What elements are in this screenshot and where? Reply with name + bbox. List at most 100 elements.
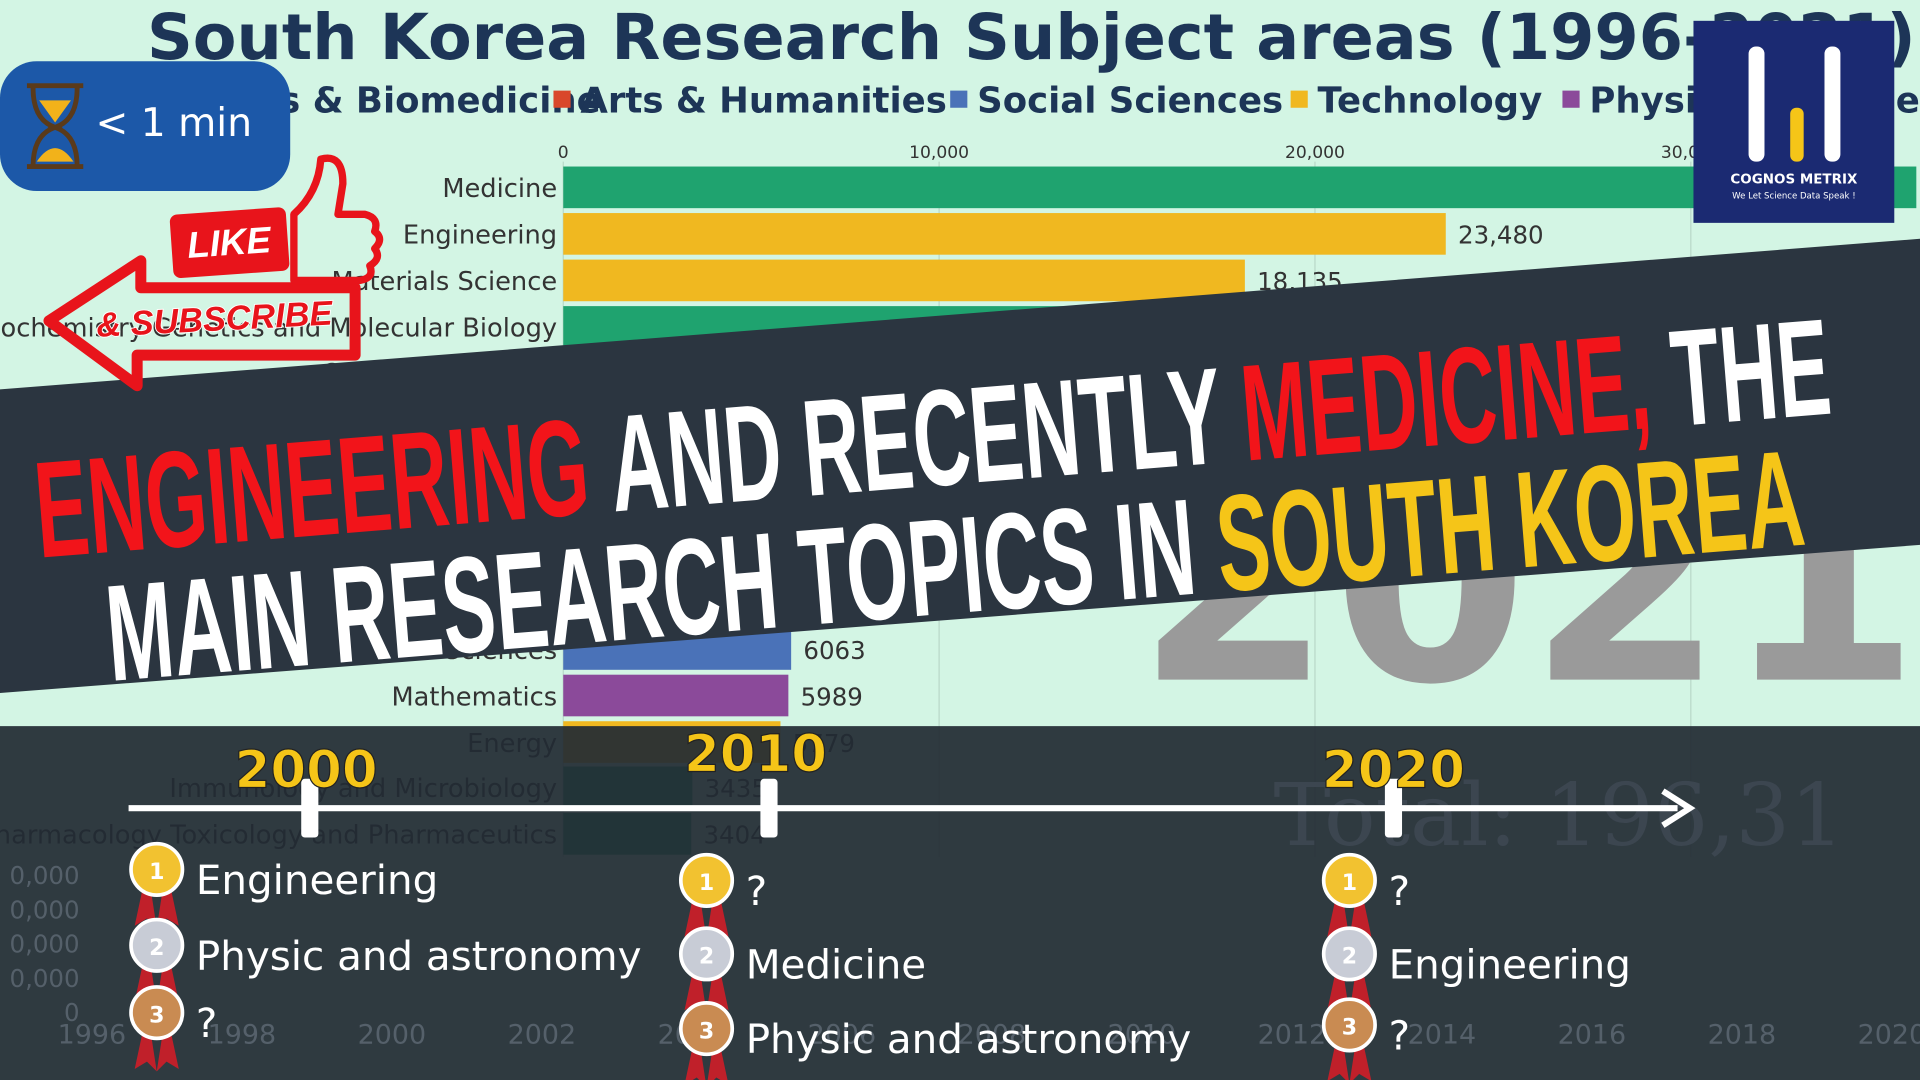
medal-rank: 2 <box>1342 945 1357 970</box>
like-box <box>169 207 290 278</box>
medal-ribbon <box>134 1034 179 1072</box>
timeline-year: 2010 <box>684 724 827 784</box>
logo-bar <box>1824 46 1841 162</box>
legend-label: Arts & Humanities <box>580 81 946 122</box>
legend-label: Technology <box>1318 81 1543 122</box>
rank-subject: ? <box>1389 867 1410 915</box>
rank-subject: ? <box>746 867 767 915</box>
x-tick-label: 2016 <box>1558 1019 1627 1050</box>
chart-title: South Korea Research Subject areas (1996… <box>147 1 1916 75</box>
medal <box>1321 852 1377 908</box>
legend-swatch <box>1290 90 1308 108</box>
hourglass-sand <box>36 100 74 162</box>
rank-subject: Physic and astronomy <box>746 1015 1192 1063</box>
timeline-year: 2000 <box>235 740 378 800</box>
medal <box>678 926 735 982</box>
y-tick-label: 0,000 <box>10 964 80 993</box>
value-label: 5989 <box>801 682 863 711</box>
x-tick-label: 10,000 <box>909 143 969 163</box>
x-tick-label: 20,000 <box>1285 143 1345 163</box>
medal-rank: 3 <box>699 1019 714 1044</box>
timeline-arrow <box>1661 788 1696 828</box>
legend-swatch <box>1562 90 1580 108</box>
medal <box>129 917 185 973</box>
row-label: Mathematics <box>392 682 558 712</box>
bottom-panel <box>0 726 1920 1080</box>
value-label: 23,480 <box>1458 221 1544 250</box>
rank-subject: ? <box>196 999 217 1047</box>
x-tick-label: 2006 <box>808 1019 877 1050</box>
bar <box>563 674 789 717</box>
headline-banner <box>0 238 1920 694</box>
medal <box>129 985 185 1041</box>
y-tick-label: 0,000 <box>10 895 80 924</box>
logo-name: COGNOS METRIX <box>1730 173 1858 188</box>
timeline-year: 2020 <box>1322 740 1465 800</box>
headline: ENGINEERING AND RECENTLY MEDICINE, THEMA… <box>29 291 1836 711</box>
medal <box>129 841 185 897</box>
y-tick-label: 0,000 <box>10 861 80 890</box>
medal-rank: 1 <box>1342 871 1357 896</box>
headline-word: THE <box>1666 291 1836 456</box>
row-label: Engineering <box>403 221 557 251</box>
medal <box>1321 997 1377 1053</box>
hourglass-frame <box>26 83 84 169</box>
medal <box>678 1001 735 1057</box>
rank-subject: ? <box>1389 1011 1410 1059</box>
logo-bar <box>1790 107 1804 162</box>
row-label: Medicine <box>442 174 557 204</box>
badge-text: < 1 min <box>96 101 253 146</box>
like-text: LIKE <box>186 219 274 266</box>
medal-rank: 2 <box>699 945 714 970</box>
x-tick-label: 2020 <box>1858 1019 1920 1050</box>
rank-subject: Physic and astronomy <box>196 932 642 980</box>
legend-swatch <box>950 90 968 108</box>
medal-rank: 2 <box>149 936 164 961</box>
medal <box>678 852 735 908</box>
timeline-tick <box>301 778 319 838</box>
medal-ribbon <box>1327 1046 1372 1080</box>
legend-label: Social Sciences <box>977 81 1283 122</box>
value-label: 6063 <box>803 636 865 665</box>
arrow-outline <box>43 255 361 392</box>
row-label: Biochemistry Genetics and Molecular Biol… <box>0 314 557 344</box>
bar <box>563 213 1446 255</box>
medal-ribbon <box>134 891 179 929</box>
medal-rank: 1 <box>149 860 164 885</box>
x-tick-label: 2000 <box>358 1019 427 1050</box>
x-tick-label: 2008 <box>958 1019 1027 1050</box>
rank-subject: Medicine <box>746 940 926 988</box>
medal-ribbon <box>685 1050 728 1080</box>
x-tick-label: 2018 <box>1708 1019 1777 1050</box>
x-tick-label: 2014 <box>1408 1019 1477 1050</box>
x-tick-label: 2012 <box>1258 1019 1327 1050</box>
x-tick-label: 0 <box>558 143 569 163</box>
badge-box <box>0 61 291 192</box>
bar <box>563 259 1245 302</box>
x-tick-label: 1996 <box>58 1019 127 1050</box>
x-tick-label: 1998 <box>208 1019 277 1050</box>
duration-badge: < 1 min <box>0 61 291 192</box>
timeline-tick <box>1384 778 1403 838</box>
total-label: Total: 196,31 <box>1273 766 1844 866</box>
bar <box>563 166 1917 209</box>
x-tick-label: 2010 <box>1108 1019 1177 1050</box>
medal-rank: 3 <box>1342 1016 1357 1041</box>
medal-rank: 1 <box>699 871 714 896</box>
rank-subject: Engineering <box>1389 940 1631 988</box>
logo-tagline: We Let Science Data Speak ! <box>1732 191 1855 201</box>
logo: COGNOS METRIX We Let Science Data Speak … <box>1693 20 1895 223</box>
thumb-icon <box>290 154 384 285</box>
timeline-tick <box>760 778 778 838</box>
logo-bar <box>1748 46 1765 162</box>
y-tick-label: 0 <box>64 998 80 1027</box>
x-tick-label: 2002 <box>508 1019 577 1050</box>
medal-rank: 3 <box>149 1003 164 1028</box>
medal <box>1321 926 1377 982</box>
rank-subject: Engineering <box>196 856 438 904</box>
legend-swatch <box>553 90 571 108</box>
